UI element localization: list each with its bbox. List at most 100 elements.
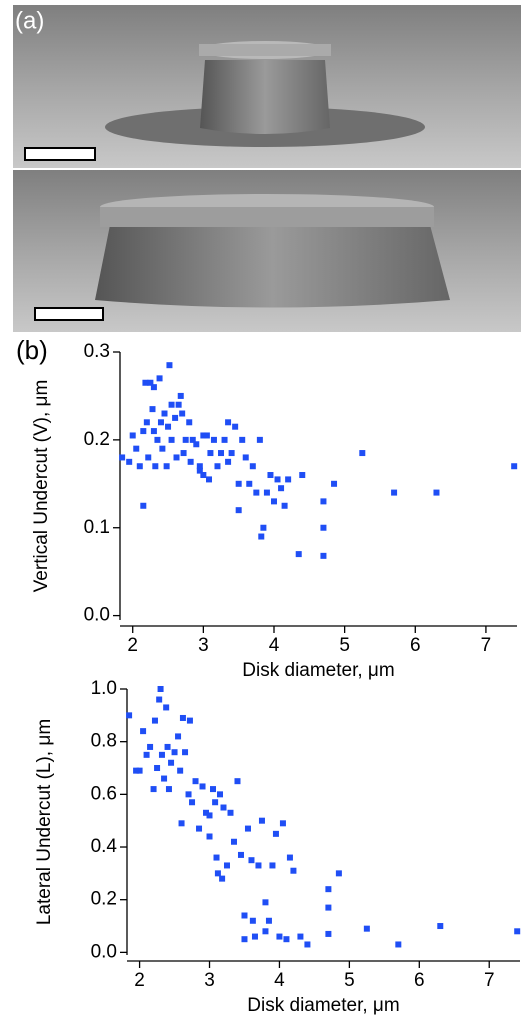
point — [227, 809, 234, 816]
point — [203, 432, 210, 439]
point — [391, 489, 398, 496]
point — [244, 825, 251, 832]
point — [177, 767, 184, 774]
point — [159, 445, 166, 452]
point — [133, 445, 140, 452]
point — [258, 817, 265, 824]
point — [126, 712, 133, 719]
x-tick-label: 3 — [198, 635, 209, 656]
point — [256, 436, 263, 443]
sem-image-top — [13, 5, 521, 168]
point — [168, 401, 175, 408]
point — [182, 436, 189, 443]
x-tick-label: 5 — [344, 970, 355, 991]
point — [179, 714, 186, 721]
point — [269, 862, 276, 869]
point — [157, 419, 164, 426]
point — [433, 489, 440, 496]
point — [152, 463, 159, 470]
point — [320, 524, 327, 531]
point — [248, 857, 255, 864]
point — [511, 463, 518, 470]
point — [151, 717, 158, 724]
point — [263, 489, 270, 496]
point — [133, 767, 140, 774]
point — [163, 463, 170, 470]
point — [283, 936, 290, 943]
point — [140, 728, 147, 735]
point — [178, 820, 185, 827]
y-tick-label: 0.8 — [91, 731, 117, 752]
point — [143, 419, 150, 426]
point — [161, 775, 168, 782]
point — [163, 704, 170, 711]
point — [325, 904, 332, 911]
x-tick-label: 2 — [134, 970, 145, 991]
point — [281, 502, 288, 509]
point — [147, 743, 154, 750]
point — [232, 423, 239, 430]
point — [320, 552, 327, 559]
point — [331, 480, 338, 487]
point — [182, 749, 189, 756]
point — [286, 854, 293, 861]
point — [156, 375, 163, 382]
point — [173, 454, 180, 461]
point — [213, 854, 220, 861]
point — [171, 749, 178, 756]
point — [276, 933, 283, 940]
point — [180, 450, 187, 457]
sem-image-bottom — [13, 170, 521, 332]
point — [196, 463, 203, 470]
point — [241, 936, 248, 943]
point — [129, 432, 136, 439]
y-axis-label: Lateral Undercut (L), μm — [34, 719, 55, 925]
point — [223, 862, 230, 869]
point — [207, 450, 214, 457]
point — [514, 928, 521, 935]
point — [140, 428, 147, 435]
x-tick-label: 6 — [410, 635, 421, 656]
point — [255, 862, 262, 869]
point — [237, 851, 244, 858]
point — [187, 458, 194, 465]
point — [235, 480, 242, 487]
point — [218, 450, 225, 457]
point — [164, 743, 171, 750]
y-tick-label: 0.4 — [91, 836, 118, 857]
point — [150, 786, 157, 793]
point — [189, 436, 196, 443]
point — [119, 454, 126, 461]
point — [230, 838, 237, 845]
point — [210, 786, 217, 793]
point — [200, 432, 207, 439]
point — [150, 428, 157, 435]
point — [168, 436, 175, 443]
point — [262, 928, 269, 935]
y-tick-label: 0.1 — [84, 517, 110, 538]
point — [295, 551, 302, 558]
point — [228, 450, 235, 457]
x-tick-label: 3 — [204, 970, 215, 991]
point — [149, 406, 156, 413]
point — [304, 941, 311, 948]
point — [335, 870, 342, 877]
point — [156, 696, 163, 703]
point — [221, 436, 228, 443]
point — [126, 458, 133, 465]
y-axis-label: Vertical Undercut (V), μm — [31, 380, 52, 593]
point — [239, 436, 246, 443]
point — [166, 362, 173, 369]
point — [241, 912, 248, 919]
point — [212, 799, 219, 806]
point — [175, 733, 182, 740]
point — [278, 485, 285, 492]
y-tick-label: 0.0 — [91, 941, 117, 962]
x-tick-label: 4 — [274, 970, 285, 991]
point — [299, 472, 306, 479]
point — [203, 809, 210, 816]
x-tick-label: 2 — [127, 635, 138, 656]
point — [200, 472, 207, 479]
point — [253, 489, 260, 496]
